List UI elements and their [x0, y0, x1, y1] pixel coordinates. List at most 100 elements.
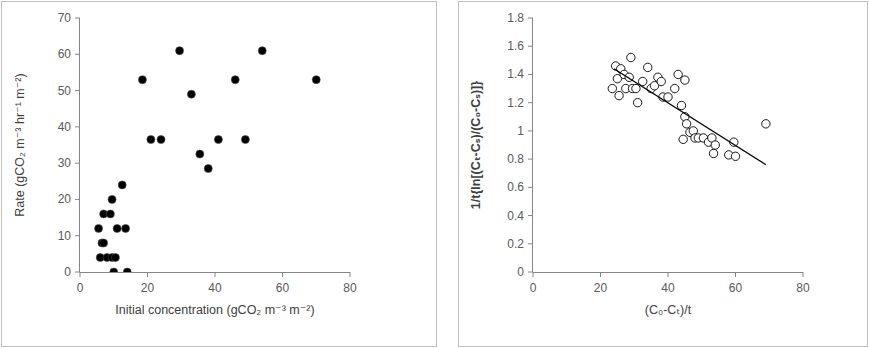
x-tick-label: 20	[594, 281, 608, 295]
y-axis-line	[79, 18, 80, 272]
x-axis-label: Initial concentration (gCO₂ m⁻³ m⁻²)	[115, 303, 314, 317]
data-point	[644, 63, 652, 71]
y-tick-label: 70	[58, 11, 72, 25]
y-tick	[75, 163, 80, 164]
x-tick	[350, 272, 351, 277]
y-tick-label: 0.4	[507, 209, 524, 223]
x-tick-label: 60	[729, 281, 743, 295]
data-point	[204, 165, 212, 173]
data-point	[241, 136, 249, 144]
data-point	[681, 76, 689, 84]
data-point	[657, 77, 665, 85]
y-tick	[75, 235, 80, 236]
x-tick	[282, 272, 283, 277]
y-axis-label: 1/t{ln[(Cₜ-Cₛ)/(C₀-Cₛ)]}	[469, 81, 483, 209]
data-point	[122, 224, 130, 232]
data-point	[632, 84, 640, 92]
y-tick	[528, 243, 533, 244]
x-tick	[803, 272, 804, 277]
y-tick	[528, 130, 533, 131]
x-tick-label: 40	[208, 281, 222, 295]
y-tick-label: 50	[58, 84, 72, 98]
data-point	[196, 150, 204, 158]
plot-area	[608, 53, 770, 164]
data-point	[608, 84, 616, 92]
data-point	[108, 195, 116, 203]
y-tick	[528, 102, 533, 103]
panel-frame	[2, 2, 437, 347]
y-tick-label: 1.6	[507, 39, 524, 53]
data-point	[709, 149, 717, 157]
x-tick	[533, 272, 534, 277]
y-tick-label: 1.2	[507, 96, 524, 110]
y-tick	[528, 74, 533, 75]
x-tick	[668, 272, 669, 277]
data-point	[95, 224, 103, 232]
data-point	[187, 90, 195, 98]
y-tick-label: 0.2	[507, 237, 524, 251]
trend-line	[614, 69, 766, 165]
x-tick-label: 0	[530, 281, 537, 295]
data-point	[157, 136, 165, 144]
data-point	[123, 268, 131, 272]
data-point	[671, 84, 679, 92]
data-point	[106, 210, 114, 218]
y-axis-label: Rate (gCO₂ m⁻³ hr⁻¹ m⁻²)	[13, 73, 27, 216]
y-tick-label: 1.4	[507, 67, 524, 81]
x-tick-label: 60	[276, 281, 290, 295]
x-tick	[735, 272, 736, 277]
data-point	[113, 224, 121, 232]
data-point	[677, 101, 685, 109]
y-tick	[528, 272, 533, 273]
data-point	[664, 93, 672, 101]
y-tick-label: 40	[58, 120, 72, 134]
data-point	[147, 136, 155, 144]
y-axis-line	[532, 18, 533, 272]
y-tick	[528, 46, 533, 47]
data-point	[633, 98, 641, 106]
panel-frame	[459, 2, 868, 347]
data-point	[176, 47, 184, 55]
y-tick	[528, 187, 533, 188]
y-tick-label: 30	[58, 156, 72, 170]
data-point	[100, 239, 108, 247]
y-tick-label: 1.8	[507, 11, 524, 25]
x-tick	[147, 272, 148, 277]
y-tick	[75, 272, 80, 273]
x-tick	[600, 272, 601, 277]
plot-area	[95, 47, 321, 272]
y-tick	[528, 215, 533, 216]
data-point	[111, 253, 119, 261]
y-tick-label: 0.8	[507, 152, 524, 166]
data-point	[118, 181, 126, 189]
chart-panel: 02040608000.20.40.60.811.21.41.61.8(C₀-C…	[459, 2, 868, 347]
data-point	[615, 91, 623, 99]
data-point	[231, 76, 239, 84]
y-tick	[75, 54, 80, 55]
data-point	[627, 53, 635, 61]
y-tick-label: 0	[517, 265, 524, 279]
y-tick	[75, 18, 80, 19]
data-point	[138, 76, 146, 84]
data-point	[682, 120, 690, 128]
x-tick	[80, 272, 81, 277]
data-point	[731, 152, 739, 160]
y-tick-label: 60	[58, 47, 72, 61]
x-tick-label: 40	[661, 281, 675, 295]
x-tick-label: 20	[141, 281, 155, 295]
data-point	[762, 120, 770, 128]
y-tick	[75, 90, 80, 91]
y-tick-label: 20	[58, 192, 72, 206]
x-tick-label: 80	[343, 281, 357, 295]
data-point	[258, 47, 266, 55]
y-tick-label: 10	[58, 229, 72, 243]
x-tick-label: 0	[77, 281, 84, 295]
y-tick	[528, 159, 533, 160]
y-tick	[528, 18, 533, 19]
data-point	[674, 70, 682, 78]
data-point	[312, 76, 320, 84]
x-tick	[215, 272, 216, 277]
data-point	[214, 136, 222, 144]
y-tick-label: 0.6	[507, 180, 524, 194]
data-point	[679, 135, 687, 143]
